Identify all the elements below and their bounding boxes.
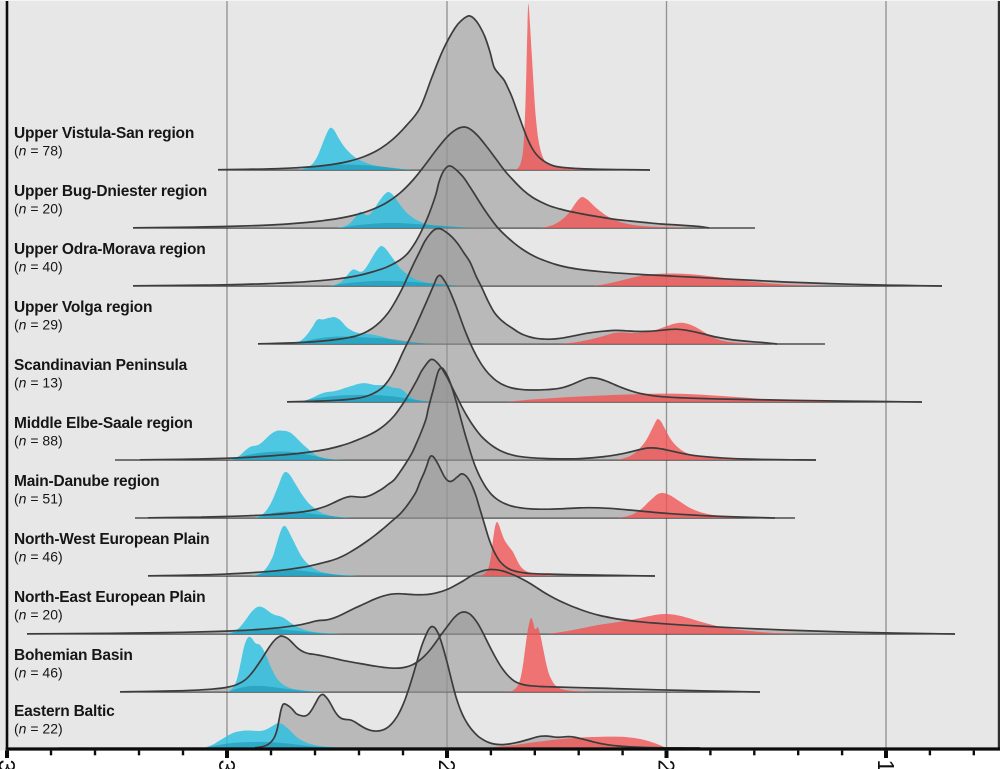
svg-text:North-West European Plain: North-West European Plain (14, 531, 209, 548)
svg-text:(n = 51): (n = 51) (14, 491, 63, 507)
svg-text:(n = 46): (n = 46) (14, 549, 63, 565)
svg-text:North-East European Plain: North-East European Plain (14, 589, 205, 606)
svg-text:Middle Elbe-Saale region: Middle Elbe-Saale region (14, 415, 193, 432)
svg-text:(n = 20): (n = 20) (14, 607, 63, 623)
svg-text:Scandinavian Peninsula: Scandinavian Peninsula (14, 357, 188, 374)
svg-text:Main-Danube region: Main-Danube region (14, 473, 159, 490)
svg-text:(n = 22): (n = 22) (14, 721, 63, 737)
svg-text:1: 1 (873, 760, 899, 769)
svg-text:Upper Bug-Dniester region: Upper Bug-Dniester region (14, 183, 207, 200)
svg-text:Bohemian Basin: Bohemian Basin (14, 647, 133, 664)
svg-text:Upper Odra-Morava region: Upper Odra-Morava region (14, 241, 206, 258)
svg-text:(n = 20): (n = 20) (14, 201, 63, 217)
svg-text:3: 3 (214, 760, 240, 769)
svg-text:Upper Vistula-San region: Upper Vistula-San region (14, 125, 194, 142)
svg-text:2: 2 (434, 760, 460, 769)
svg-text:Upper Volga region: Upper Volga region (14, 299, 152, 316)
svg-text:(n = 88): (n = 88) (14, 433, 63, 449)
svg-text:(n = 46): (n = 46) (14, 665, 63, 681)
svg-text:(n = 78): (n = 78) (14, 143, 63, 159)
svg-text:(n = 29): (n = 29) (14, 317, 63, 333)
svg-text:(n = 13): (n = 13) (14, 375, 63, 391)
svg-text:3: 3 (0, 760, 20, 769)
svg-text:2: 2 (653, 760, 679, 769)
svg-text:(n = 40): (n = 40) (14, 259, 63, 275)
svg-text:Eastern Baltic: Eastern Baltic (14, 703, 115, 720)
